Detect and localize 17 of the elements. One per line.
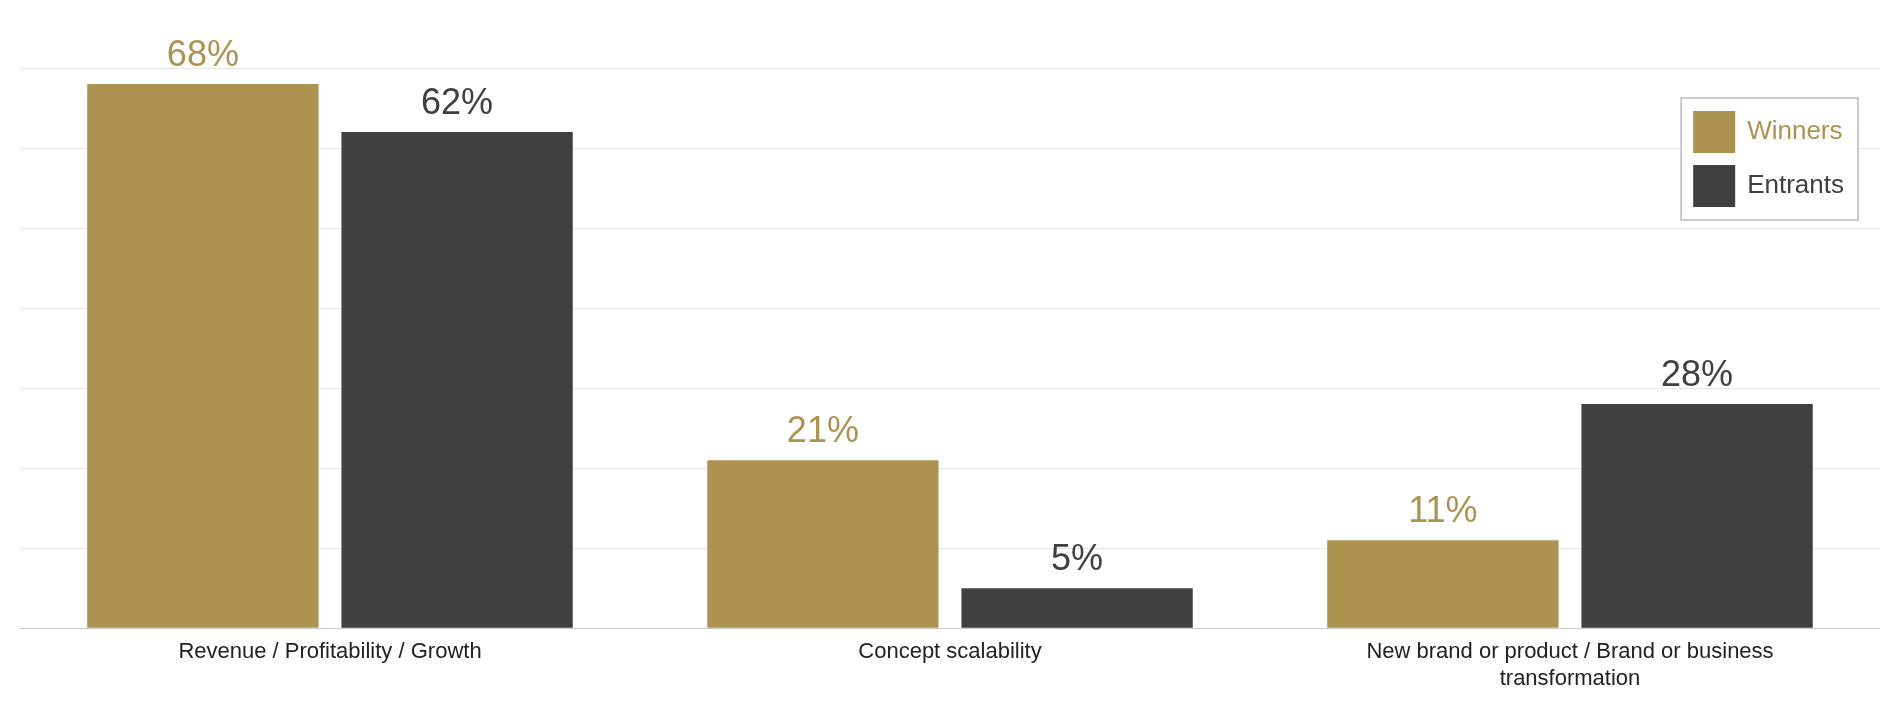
data-label: 11%	[1408, 489, 1478, 531]
bar	[87, 84, 319, 628]
legend-label: Winners	[1747, 115, 1843, 146]
bar	[1327, 540, 1559, 628]
data-label: 68%	[166, 32, 239, 74]
x-tick-label: Concept scalability	[858, 638, 1042, 664]
bar	[341, 132, 573, 628]
data-label: 28%	[1661, 353, 1734, 395]
data-label: 62%	[421, 80, 494, 122]
x-tick-label: New brand or product / Brand or business transformation	[1366, 638, 1774, 690]
bar	[1581, 404, 1813, 628]
bar	[707, 460, 939, 628]
x-tick-label: Revenue / Profitability / Growth	[178, 638, 482, 664]
data-label: 21%	[786, 409, 859, 451]
bar	[961, 588, 1193, 628]
data-label: 5%	[1051, 537, 1104, 579]
legend-label: Entrants	[1747, 169, 1844, 200]
